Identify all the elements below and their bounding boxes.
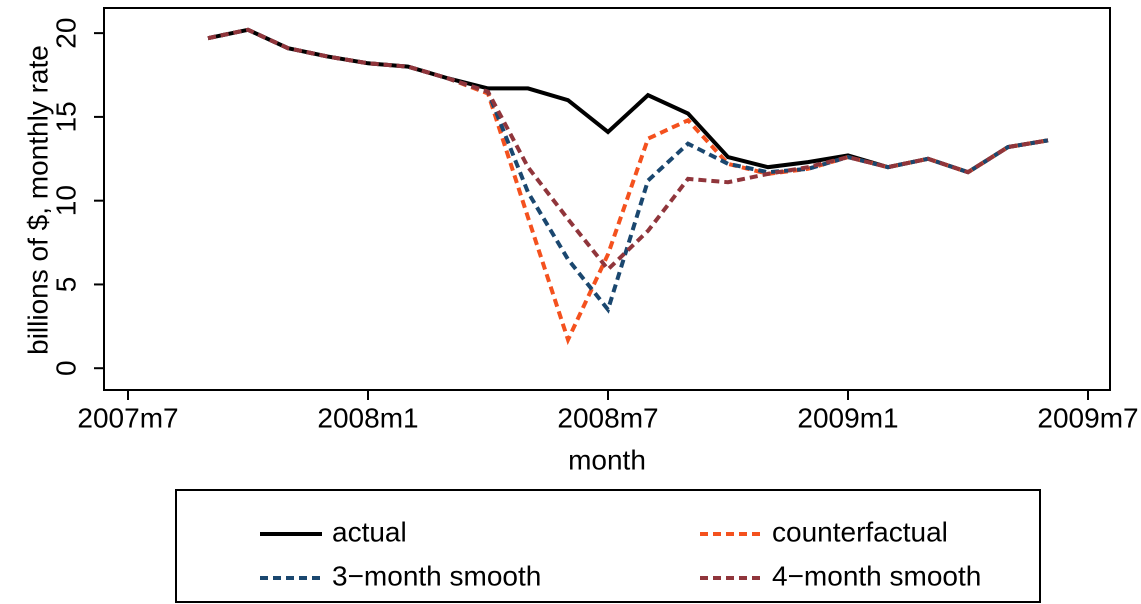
plot-frame [103,7,1111,391]
y-tick-label: 20 [50,18,81,49]
x-tick-label: 2009m1 [797,402,898,433]
legend-label: 4−month smooth [772,560,981,591]
x-tick-label: 2008m7 [557,402,658,433]
y-tick-label: 10 [50,185,81,216]
y-tick-label: 0 [50,360,81,376]
y-axis-label: billions of $, monthly rate [22,45,53,355]
x-tick-label: 2009m7 [1037,402,1138,433]
legend-box [175,489,1041,603]
x-tick-label: 2007m7 [77,402,178,433]
legend-label: actual [332,516,407,547]
legend-label: 3−month smooth [332,560,541,591]
x-tick-label: 2008m1 [317,402,418,433]
y-tick-label: 15 [50,101,81,132]
series-line [207,27,1049,314]
x-axis-label: month [568,444,646,475]
legend-label: counterfactual [772,516,948,547]
series-line [207,27,1049,175]
y-tick-label: 5 [50,277,81,293]
series-line [207,27,1049,346]
series-line [207,27,1049,273]
